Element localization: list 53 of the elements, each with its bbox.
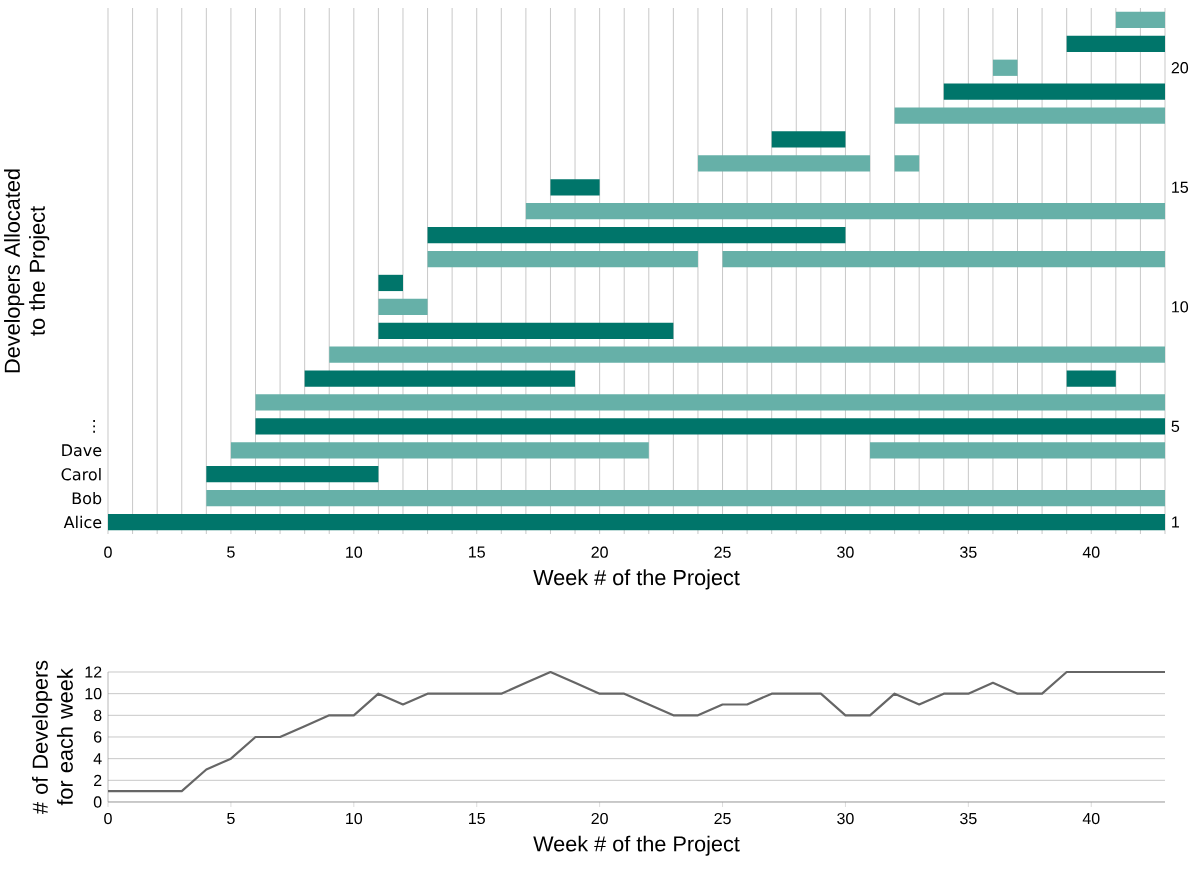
x-tick-label: 25 bbox=[714, 546, 731, 558]
y2-tick-label: 5 bbox=[1171, 420, 1180, 432]
y-tick-label: Carol bbox=[61, 468, 101, 481]
x-tick-label: 0 bbox=[104, 546, 112, 558]
y-axis-title: # of Developers for each week bbox=[31, 660, 73, 814]
y-tick-label: 2 bbox=[94, 774, 102, 786]
bar bbox=[1066, 35, 1165, 52]
y-tick-label: Dave bbox=[62, 444, 102, 457]
bar bbox=[870, 442, 1165, 459]
x-tick-label: 35 bbox=[960, 546, 977, 558]
y-tick-label: 0 bbox=[93, 796, 102, 808]
bar bbox=[943, 83, 1165, 100]
x-tick-label: 40 bbox=[1082, 812, 1100, 825]
x-tick-label: 5 bbox=[227, 546, 235, 558]
x-tick-label: 10 bbox=[346, 546, 363, 558]
y-tick-label: 4 bbox=[93, 753, 102, 765]
y-tick-label: 8 bbox=[93, 709, 102, 721]
y2-tick-label: 20 bbox=[1171, 62, 1189, 74]
x-tick-label: 25 bbox=[714, 812, 731, 825]
x-tick-label: 15 bbox=[469, 546, 485, 558]
bar bbox=[378, 274, 403, 292]
x-tick-label: 35 bbox=[960, 812, 977, 825]
bar bbox=[304, 370, 576, 387]
y2-tick-label: 1 bbox=[1172, 516, 1180, 528]
y-tick-label: 6 bbox=[94, 731, 102, 743]
bar bbox=[427, 226, 846, 244]
bar bbox=[255, 418, 1165, 435]
y2-tick-label: 10 bbox=[1172, 301, 1189, 313]
bar bbox=[771, 131, 846, 148]
x-axis-title: Week # of the Project bbox=[533, 835, 740, 856]
x-tick-label: 40 bbox=[1082, 546, 1100, 558]
y-tick-label: 10 bbox=[85, 688, 102, 700]
x-tick-label: 10 bbox=[346, 812, 363, 825]
y2-tick-label: 15 bbox=[1172, 181, 1189, 193]
y-tick-label: 12 bbox=[85, 666, 102, 678]
x-tick-label: 20 bbox=[591, 812, 608, 825]
bar bbox=[722, 250, 1165, 268]
x-tick-label: 30 bbox=[837, 812, 854, 825]
y-tick-label: ⋮ bbox=[93, 419, 95, 433]
bar bbox=[550, 179, 600, 196]
x-tick-label: 20 bbox=[591, 546, 608, 558]
x-tick-label: 30 bbox=[837, 546, 854, 558]
bar bbox=[206, 466, 379, 483]
y-axis-title: Developers Allocated to the Project bbox=[4, 169, 50, 373]
bar bbox=[108, 513, 1165, 531]
y-tick-label: Alice bbox=[63, 515, 102, 529]
x-tick-label: 15 bbox=[469, 812, 485, 825]
x-axis-title: Week # of the Project bbox=[533, 569, 740, 590]
x-tick-label: 0 bbox=[104, 812, 112, 825]
x-tick-label: 5 bbox=[227, 812, 235, 825]
bar bbox=[378, 322, 674, 339]
bar bbox=[894, 155, 920, 172]
y-tick-label: Bob bbox=[72, 491, 102, 505]
